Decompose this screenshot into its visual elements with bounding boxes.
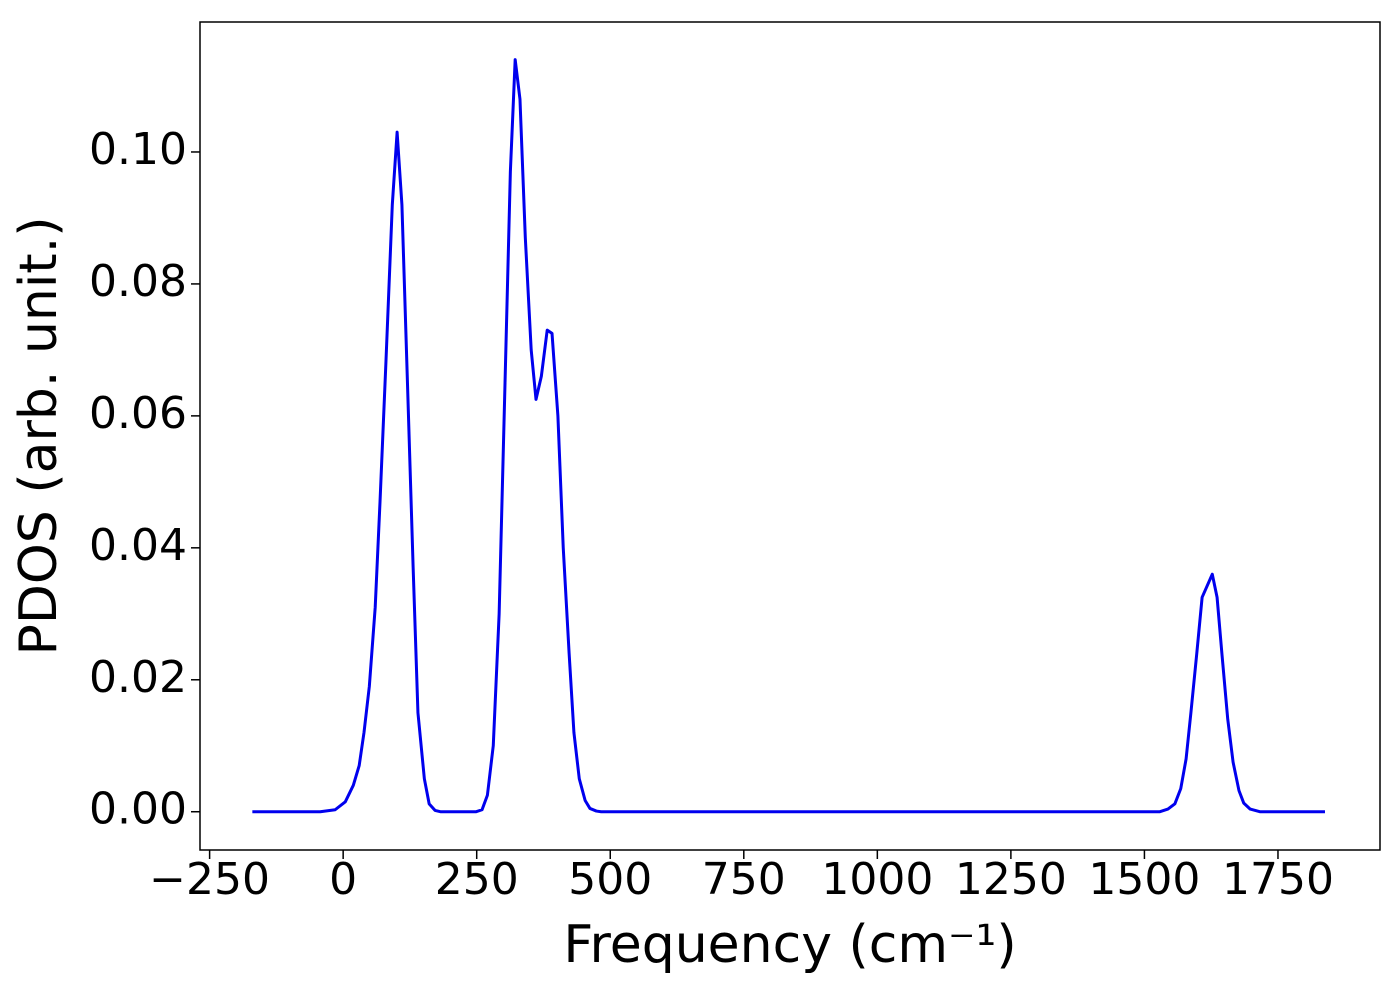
y-tick-label: 0.00: [89, 784, 187, 835]
x-tick-label: 1500: [1088, 854, 1200, 905]
y-axis-label: PDOS (arb. unit.): [9, 216, 69, 655]
data-line: [252, 58, 1325, 814]
x-tick-label: 250: [435, 854, 519, 905]
x-tick-label: 1000: [821, 854, 933, 905]
y-tick-label: 0.06: [89, 388, 187, 439]
x-tick-label: 750: [702, 854, 786, 905]
x-tick-label: 1750: [1222, 854, 1334, 905]
x-axis-label: Frequency (cm⁻¹): [563, 915, 1016, 975]
y-tick-label: 0.08: [89, 256, 187, 307]
x-tick-label: 0: [329, 854, 357, 905]
y-tick-label: 0.02: [89, 652, 187, 703]
plot-frame: [199, 21, 1381, 851]
y-tick-label: 0.04: [89, 520, 187, 571]
x-tick-label: 1250: [955, 854, 1067, 905]
y-tick-label: 0.10: [89, 124, 187, 175]
x-tick-label: 500: [568, 854, 652, 905]
x-tick-label: −250: [149, 854, 270, 905]
